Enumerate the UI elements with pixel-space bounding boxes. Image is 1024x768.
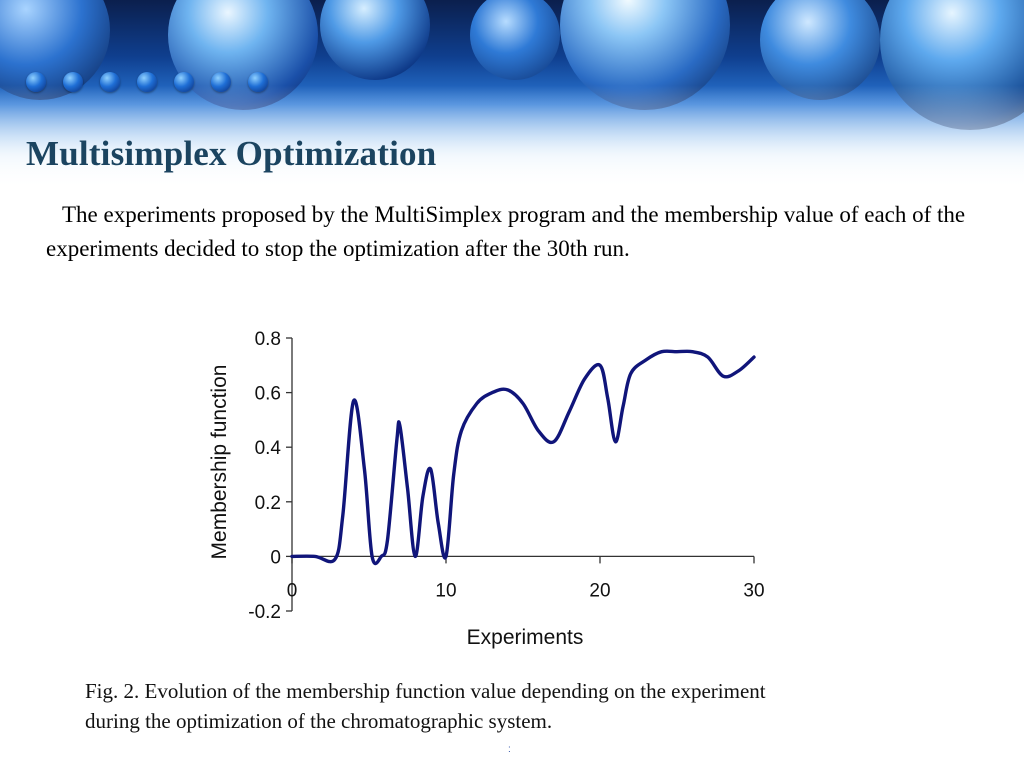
- series-line-1: [290, 349, 756, 566]
- y-tick-label: -0.2: [248, 602, 281, 623]
- x-tick-label: 0: [287, 580, 298, 601]
- header-banner: [0, 0, 1024, 190]
- decorative-dot: [26, 72, 46, 92]
- decorative-dot: [174, 72, 194, 92]
- decorative-dot: [100, 72, 120, 92]
- slide-title: Multisimplex Optimization: [26, 134, 437, 173]
- y-axis-label: Membership function: [208, 365, 231, 560]
- y-tick-label: 0.6: [255, 384, 281, 405]
- y-tick-label: 0: [270, 547, 281, 568]
- banner-fade: [0, 0, 1024, 190]
- y-tick-label: 0.2: [255, 493, 281, 514]
- series-group: [290, 349, 756, 566]
- membership-function-chart: 0.8 0.6 0.4 0.2 0 -0.2 0 10 20 30 Membership fun…: [208, 329, 765, 649]
- decorative-dot: [63, 72, 83, 92]
- decorative-dot: [137, 72, 157, 92]
- figure-caption: Fig. 2. Evolution of the membership func…: [85, 676, 945, 736]
- x-tick-label: 30: [743, 580, 764, 601]
- footer-mark: :: [508, 744, 511, 755]
- y-tick-label: 0.8: [255, 329, 281, 350]
- x-axis: 0 10 20 30: [287, 555, 765, 601]
- x-tick-label: 20: [589, 580, 610, 601]
- slide-body-text: The experiments proposed by the MultiSim…: [46, 202, 966, 261]
- decorative-dot: [211, 72, 231, 92]
- decorative-dot: [248, 72, 268, 92]
- y-axis: 0.8 0.6 0.4 0.2 0 -0.2: [248, 329, 293, 623]
- caption-line-1: Fig. 2. Evolution of the membership func…: [85, 679, 766, 703]
- x-axis-label: Experiments: [467, 626, 584, 649]
- caption-line-2: during the optimization of the chromatog…: [85, 709, 553, 733]
- x-tick-label: 10: [435, 580, 456, 601]
- y-tick-label: 0.4: [255, 438, 282, 459]
